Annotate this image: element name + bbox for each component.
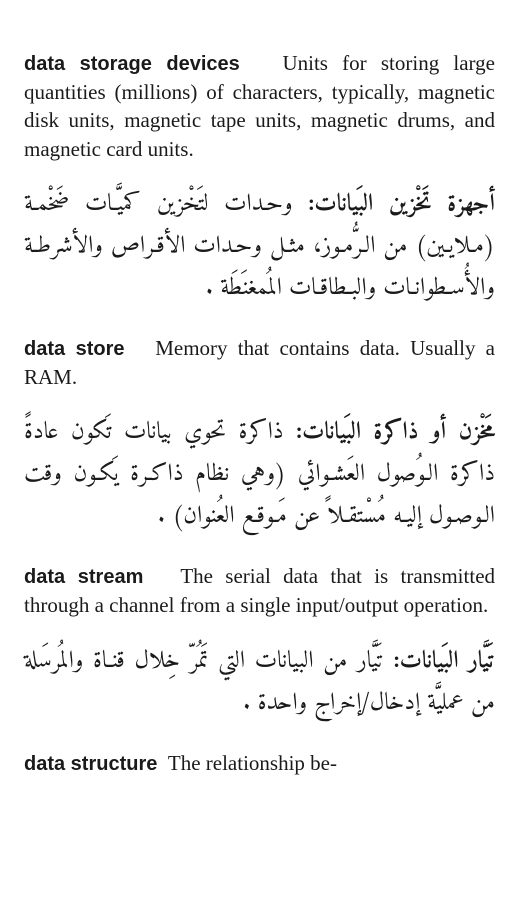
entry-term-ar: مَخْزن أو ذاكرة البَيانات: <box>296 412 495 454</box>
entry-arabic: تَيَّار البَيانات: تَيَّار من البيانات ا… <box>24 641 495 725</box>
entry-term-ar: أجهزة تَخْزين البَيانات: <box>308 184 495 226</box>
entry-term-en: data store <box>24 338 125 360</box>
dict-entry: data storage devices Units for storing l… <box>24 49 495 310</box>
entry-term-en: data stream <box>24 566 143 588</box>
dict-entry: data structure The relationship be- <box>24 749 495 778</box>
entry-english: data storage devices Units for storing l… <box>24 49 495 163</box>
entry-def-en: The relationship be- <box>168 751 337 775</box>
entry-term-en: data structure <box>24 753 157 775</box>
dict-entry: data stream The serial data that is tran… <box>24 562 495 724</box>
entry-term-ar: تَيَّار البَيانات: <box>394 641 495 683</box>
entry-arabic: مَخْزن أو ذاكرة البَيانات: ذاكرة تحوي بي… <box>24 412 495 538</box>
dict-entry: data store Memory that contains data. Us… <box>24 334 495 538</box>
entry-arabic: أجهزة تَخْزين البَيانات: وحـدات لتَخْزين… <box>24 184 495 310</box>
entry-english: data stream The serial data that is tran… <box>24 562 495 619</box>
entry-english: data store Memory that contains data. Us… <box>24 334 495 391</box>
entry-term-en: data storage devices <box>24 53 240 75</box>
entry-english: data structure The relationship be- <box>24 749 495 778</box>
